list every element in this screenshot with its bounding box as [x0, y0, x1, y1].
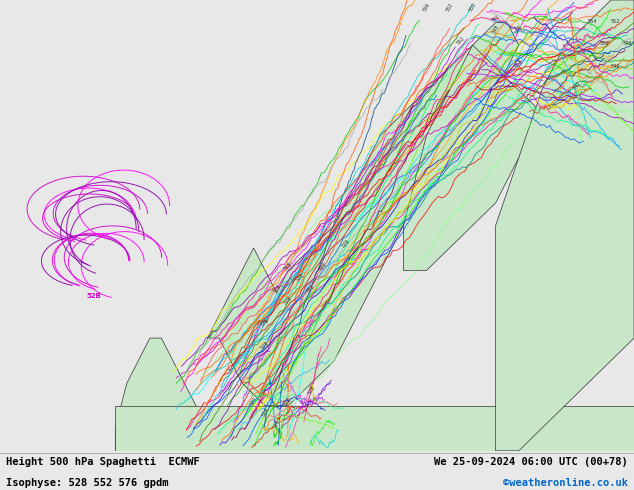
Text: 52B: 52B [307, 385, 316, 395]
Text: 520: 520 [249, 396, 258, 407]
Text: Isophyse: 528 552 576 gpdm: Isophyse: 528 552 576 gpdm [6, 478, 169, 488]
Text: 552: 552 [306, 284, 316, 294]
Polygon shape [115, 406, 634, 451]
Polygon shape [496, 0, 634, 451]
Text: 528: 528 [272, 418, 281, 429]
Text: ©weatheronline.co.uk: ©weatheronline.co.uk [503, 478, 628, 488]
Text: 552: 552 [611, 19, 620, 24]
Text: 552: 552 [456, 36, 466, 46]
Text: 528: 528 [261, 407, 269, 418]
Text: 546: 546 [514, 24, 523, 35]
Text: 550: 550 [468, 1, 477, 12]
Text: 552: 552 [491, 13, 501, 24]
Text: 556: 556 [422, 1, 431, 12]
Text: 550: 550 [599, 41, 609, 46]
Text: 528: 528 [283, 295, 294, 305]
Polygon shape [403, 45, 542, 270]
Text: 528: 528 [260, 340, 270, 350]
Text: 540: 540 [571, 81, 581, 91]
Text: Height 500 hPa Spaghetti  ECMWF: Height 500 hPa Spaghetti ECMWF [6, 457, 200, 466]
Polygon shape [115, 338, 196, 490]
Text: 528: 528 [340, 239, 351, 249]
Text: 528: 528 [260, 318, 270, 328]
Text: 552: 552 [445, 1, 454, 12]
Polygon shape [207, 23, 519, 406]
Text: 520: 520 [318, 261, 328, 271]
Text: 528: 528 [271, 284, 281, 294]
Text: 528: 528 [295, 272, 305, 283]
Text: 548: 548 [491, 24, 500, 35]
Text: 548: 548 [623, 41, 632, 46]
Text: 558: 558 [514, 58, 524, 69]
Text: 52B: 52B [86, 293, 101, 298]
Text: 52B: 52B [283, 261, 294, 271]
Text: We 25-09-2024 06:00 UTC (00+78): We 25-09-2024 06:00 UTC (00+78) [434, 457, 628, 466]
Text: 546: 546 [611, 64, 620, 69]
Text: 52B: 52B [283, 396, 293, 407]
Text: 554: 554 [588, 19, 597, 24]
